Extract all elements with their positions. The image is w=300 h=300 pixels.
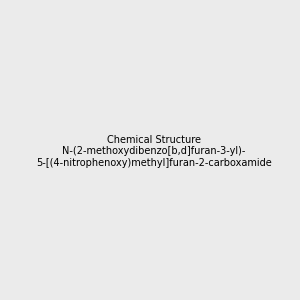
Text: Chemical Structure
N-(2-methoxydibenzo[b,d]furan-3-yl)-
5-[(4-nitrophenoxy)methy: Chemical Structure N-(2-methoxydibenzo[b… — [36, 135, 272, 168]
